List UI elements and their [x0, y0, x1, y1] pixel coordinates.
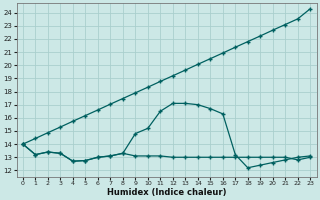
X-axis label: Humidex (Indice chaleur): Humidex (Indice chaleur)	[107, 188, 226, 197]
